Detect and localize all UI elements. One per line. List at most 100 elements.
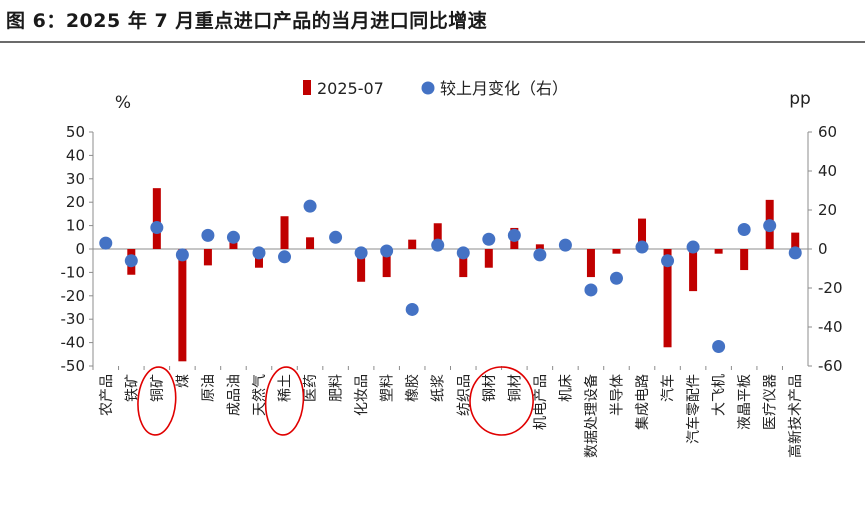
legend-dot-swatch (421, 81, 435, 95)
category-label: 成品油 (226, 374, 242, 416)
point (558, 238, 572, 252)
point (712, 340, 726, 353)
point (380, 244, 394, 258)
point (635, 240, 649, 254)
point (99, 236, 113, 250)
bar (740, 249, 749, 271)
point (482, 232, 496, 246)
category-label: 化妆品 (354, 374, 370, 416)
legend-bar-swatch (303, 80, 311, 95)
left-tick-label: 10 (66, 217, 85, 235)
right-tick-label: 40 (818, 162, 837, 180)
category-label: 液晶平板 (737, 374, 753, 430)
point (584, 283, 598, 297)
right-tick-label: 20 (818, 201, 837, 219)
category-label: 汽车零配件 (685, 374, 702, 444)
annotations-layer (137, 366, 534, 436)
bar (459, 249, 468, 278)
right-tick-label: -40 (818, 318, 843, 336)
point (354, 246, 368, 260)
bar (535, 244, 544, 249)
bar (433, 223, 442, 249)
left-tick-label: -50 (61, 357, 86, 375)
left-tick-label: 0 (75, 240, 85, 258)
points-layer (99, 199, 802, 353)
category-label: 稀土 (278, 374, 294, 402)
left-tick-label: 30 (66, 170, 85, 188)
page-title: 图 6：2025 年 7 月重点进口产品的当月进口同比增速 (6, 10, 488, 32)
point (303, 199, 317, 213)
bar (280, 216, 289, 249)
highlight-circle (264, 366, 305, 436)
left-axis-unit: % (115, 93, 131, 113)
ticks-layer: 50 40 30 20 10 0 -10 -20 -30 -40 -50 60 40 20 0 -20 -40 -… (61, 123, 843, 375)
title-divider (0, 41, 865, 43)
category-label: 钢材 (482, 374, 498, 402)
point (533, 248, 547, 262)
bars-layer (127, 188, 800, 362)
bar (306, 237, 315, 249)
category-label: 医药 (303, 374, 319, 402)
bar (484, 249, 493, 268)
category-label: 大飞机 (712, 374, 728, 416)
point (226, 230, 240, 244)
bar (357, 249, 366, 282)
point (737, 223, 751, 236)
highlight-circle (137, 366, 177, 436)
bar (586, 249, 595, 278)
point (150, 221, 164, 235)
bar (408, 239, 417, 249)
category-label: 汽车 (660, 374, 677, 402)
point (405, 302, 419, 316)
point (456, 246, 470, 260)
right-tick-label: -20 (818, 279, 843, 297)
category-label: 原油 (201, 374, 217, 402)
right-tick-label: 0 (818, 240, 828, 258)
point (763, 219, 777, 233)
left-tick-label: -20 (61, 287, 86, 305)
point (201, 228, 215, 242)
point (507, 228, 521, 242)
bar (203, 249, 212, 266)
category-label: 橡胶 (404, 374, 421, 402)
category-label: 塑料 (380, 374, 396, 402)
category-label: 数据处理设备 (583, 374, 600, 458)
left-tick-label: 40 (66, 146, 85, 164)
point (252, 246, 266, 260)
bar (229, 241, 238, 249)
category-label: 纸浆 (431, 374, 447, 402)
legend-dot-label: 较上月变化（右） (440, 79, 568, 98)
category-label: 高新技术产品 (787, 374, 804, 458)
left-tick-label: -30 (61, 310, 86, 328)
left-tick-label: -40 (61, 334, 86, 352)
category-label: 农产品 (99, 374, 115, 416)
category-label: 铜矿 (150, 374, 166, 402)
bar (638, 218, 647, 249)
point (686, 240, 700, 254)
point (431, 238, 445, 252)
category-label: 机电产品 (533, 374, 549, 430)
point (175, 248, 189, 262)
bar (152, 188, 161, 249)
highlight-circle (469, 366, 534, 436)
left-tick-label: -10 (61, 263, 86, 281)
bar (612, 249, 621, 254)
right-axis-unit: pp (789, 89, 811, 109)
bar (382, 249, 391, 278)
point (329, 230, 343, 244)
category-label: 天然气 (251, 374, 268, 416)
category-label: 半导体 (609, 374, 625, 416)
left-tick-label: 50 (66, 123, 85, 141)
bar (689, 249, 698, 292)
category-label: 机床 (558, 374, 574, 402)
right-tick-label: 60 (818, 123, 837, 141)
bar (791, 232, 800, 249)
category-label: 肥料 (329, 374, 345, 402)
point (124, 254, 138, 268)
category-label: 煤 (175, 374, 191, 388)
category-labels-layer: 农产品 铁矿 铜矿煤原油 成品油 天然气 稀土 医药 肥料 化妆品 塑料 橡胶 纸浆 纺织品 钢材 铜材 机电… (99, 374, 804, 458)
category-label: 铜材 (507, 374, 523, 402)
legend: 2025-07 较上月变化（右） (303, 79, 568, 98)
left-tick-label: 20 (66, 193, 85, 211)
